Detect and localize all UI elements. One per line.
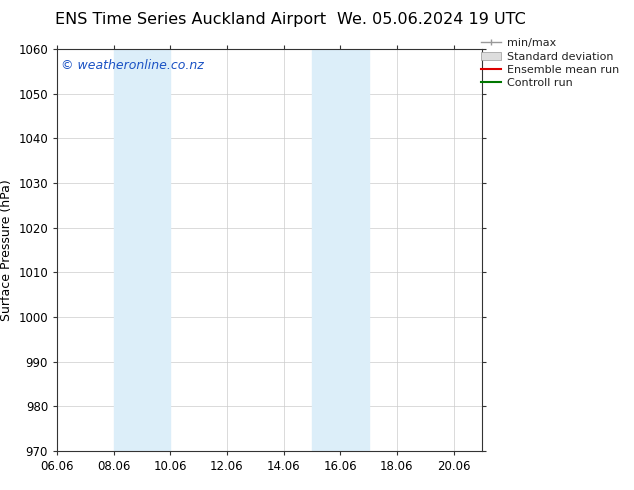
Legend: min/max, Standard deviation, Ensemble mean run, Controll run: min/max, Standard deviation, Ensemble me…	[477, 35, 622, 92]
Text: © weatheronline.co.nz: © weatheronline.co.nz	[61, 59, 204, 72]
Text: We. 05.06.2024 19 UTC: We. 05.06.2024 19 UTC	[337, 12, 526, 27]
Y-axis label: Surface Pressure (hPa): Surface Pressure (hPa)	[0, 179, 13, 321]
Bar	[113, 49, 171, 451]
Text: ENS Time Series Auckland Airport: ENS Time Series Auckland Airport	[55, 12, 326, 27]
Bar	[312, 49, 368, 451]
